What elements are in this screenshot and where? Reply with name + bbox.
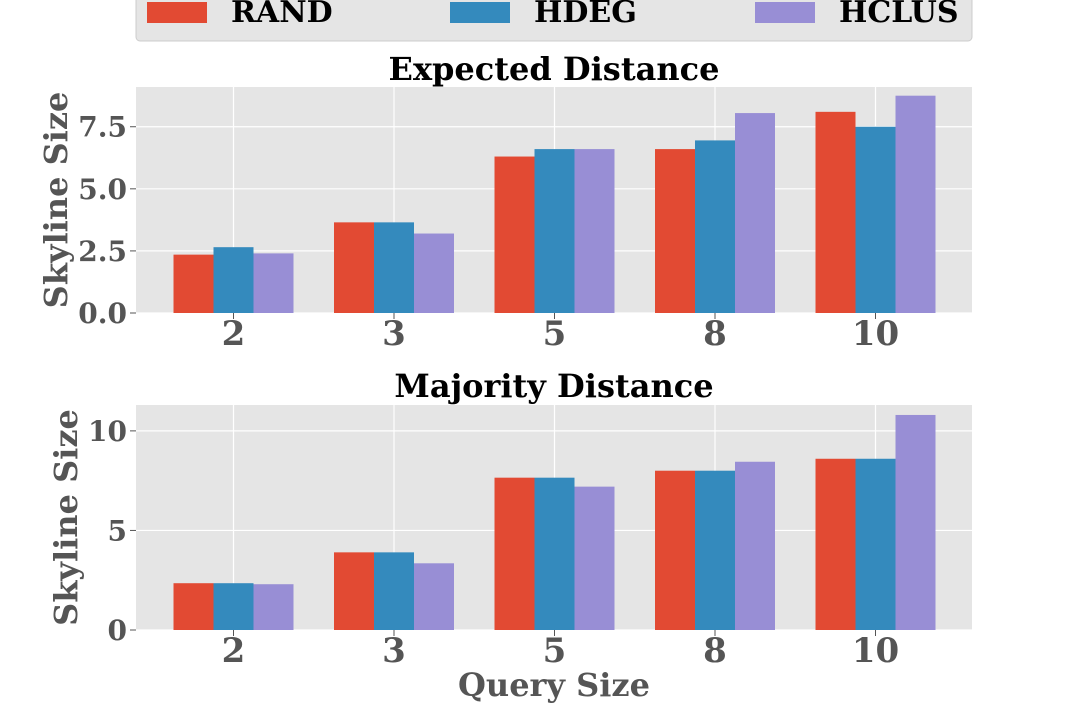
bar-hdeg (213, 247, 254, 313)
x-tick-label: 5 (543, 314, 567, 354)
bar-rand (815, 111, 856, 313)
legend-swatch (755, 2, 815, 23)
x-tick-label: 2 (222, 631, 246, 671)
legend: RAND HDEG HCLUS (135, 0, 973, 42)
y-tick-label: 5.0 (78, 173, 127, 206)
x-tick-label: 5 (543, 631, 567, 671)
bar-rand (655, 470, 695, 630)
x-axis-label: Query Size (458, 666, 650, 704)
x-tick-label: 8 (703, 314, 727, 354)
bar-hclus (414, 233, 454, 313)
bar-rand (655, 149, 695, 313)
bar-rand (494, 156, 535, 313)
bar-hclus (414, 563, 454, 630)
chart-panel: 0 5 10 2 3 5 8 10 Majority Distance Skyline Size Q… (47, 367, 972, 704)
bar-rand (334, 552, 374, 630)
y-tick-label: 5 (108, 514, 127, 547)
bar-hdeg (213, 583, 254, 630)
x-tick-label: 10 (852, 631, 899, 671)
x-tick-label: 3 (382, 631, 406, 671)
bar-hclus (253, 253, 294, 313)
bar-hclus (895, 414, 936, 630)
x-tick-label: 3 (382, 314, 406, 354)
legend-label: HCLUS (839, 0, 959, 30)
x-tick-label: 2 (222, 314, 246, 354)
bar-hdeg (534, 149, 575, 313)
y-tick-label: 0.0 (78, 297, 127, 330)
bar-rand (494, 477, 535, 630)
x-tick-label: 10 (852, 314, 899, 354)
bar-hclus (574, 149, 615, 313)
bar-hdeg (534, 477, 575, 630)
y-tick-label: 2.5 (78, 235, 127, 268)
legend-label: HDEG (534, 0, 637, 30)
chart-title: Expected Distance (389, 50, 720, 88)
bar-rand (173, 583, 214, 630)
y-tick-label: 0 (108, 614, 127, 647)
y-tick-label: 7.5 (78, 111, 127, 144)
bar-hclus (253, 584, 294, 630)
y-axis-label: Skyline Size (47, 409, 85, 626)
x-tick-label: 8 (703, 631, 727, 671)
bar-hdeg (695, 470, 735, 630)
bar-hclus (735, 113, 775, 313)
bar-hclus (735, 461, 775, 630)
bar-rand (334, 222, 374, 313)
chart-title: Majority Distance (394, 367, 713, 405)
bar-hdeg (855, 458, 896, 630)
bar-rand (815, 458, 856, 630)
bar-hdeg (695, 140, 735, 313)
bar-hclus (895, 95, 936, 313)
legend-label: RAND (231, 0, 333, 30)
y-axis-label: Skyline Size (37, 92, 75, 309)
chart-panel: 0.0 2.5 5.0 7.5 2 3 5 8 10 Expected Distance Skyli… (37, 50, 972, 354)
legend-swatch (147, 2, 207, 23)
bar-hclus (574, 486, 615, 630)
legend-swatch (450, 2, 510, 23)
bar-hdeg (374, 552, 414, 630)
bar-hdeg (374, 222, 414, 313)
bar-hdeg (855, 126, 896, 313)
y-tick-label: 10 (88, 415, 127, 448)
bar-rand (173, 254, 214, 313)
